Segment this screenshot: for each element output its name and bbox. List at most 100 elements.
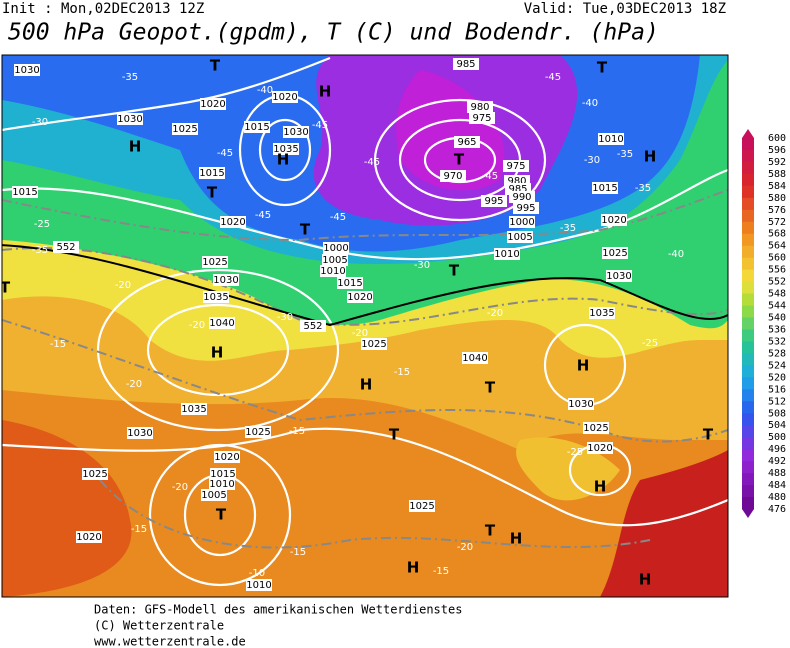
colorbar-label: 552 — [768, 277, 786, 288]
colorbar-segment — [742, 485, 754, 498]
colorbar-arrow-bottom — [742, 509, 754, 518]
isobar-label: 1025 — [245, 427, 270, 438]
isobar-label: 1030 — [14, 65, 39, 76]
isobar-label: 1030 — [568, 399, 593, 410]
colorbar-segment — [742, 197, 754, 211]
isobar-label-box — [409, 500, 435, 512]
colorbar-label: 496 — [768, 444, 786, 455]
pressure-center: H — [129, 138, 142, 156]
isobar-label: 970 — [443, 171, 462, 182]
isobar-label: 1010 — [598, 134, 623, 145]
isobar-label: 1030 — [213, 275, 238, 286]
temperature-label: -15 — [394, 367, 410, 378]
isobar-label: 1010 — [494, 249, 519, 260]
colorbar-segment — [742, 245, 754, 259]
temperature-label: -25 — [642, 338, 658, 349]
isobar-label: 985 — [456, 59, 475, 70]
init-time: Init : Mon,02DEC2013 12Z — [2, 1, 204, 17]
colorbar-label: 564 — [768, 241, 786, 252]
colorbar-segment — [742, 161, 754, 175]
isobar-label-box — [117, 113, 143, 125]
pressure-center: H — [319, 83, 332, 101]
colorbar-label: 580 — [768, 193, 786, 204]
isobar-label-box — [440, 170, 466, 182]
isobar-label-box — [467, 101, 493, 113]
isobar-label: 990 — [512, 192, 531, 203]
region-red-west — [2, 420, 132, 597]
temperature-label: -45 — [330, 212, 346, 223]
isobar-label-box — [273, 143, 299, 155]
isobar-label-box — [509, 191, 535, 203]
region-magenta — [396, 70, 505, 191]
isobar-label-box — [12, 186, 38, 198]
isobar-label-box — [209, 478, 235, 490]
valid-time: Valid: Tue,03DEC2013 18Z — [524, 1, 726, 17]
isobar-label: 1015 — [210, 469, 235, 480]
pressure-center: H — [277, 151, 290, 169]
pressure-center: H — [644, 148, 657, 166]
isobar-label: 1015 — [337, 278, 362, 289]
isobar-label-box — [361, 338, 387, 350]
map-frame — [1, 54, 729, 598]
pressure-center: T — [597, 59, 608, 77]
isobar-label: 1025 — [583, 423, 608, 434]
colorbar-segment — [742, 185, 754, 199]
isobar-label: 985 — [508, 184, 527, 195]
temperature-label: -10 — [249, 568, 265, 579]
temperature-label: -35 — [560, 223, 576, 234]
isobar-label-box — [272, 91, 298, 103]
isobar-label-box — [210, 468, 236, 480]
isobar-label-box — [592, 182, 618, 194]
temperature-label: -40 — [257, 85, 273, 96]
isobar-label: 1015 — [199, 168, 224, 179]
isobar-label-box — [587, 442, 613, 454]
colorbar-segment — [742, 138, 754, 151]
isobar-label: 1025 — [361, 339, 386, 350]
colorbar-label: 520 — [768, 372, 786, 383]
isobar-label: 1020 — [347, 292, 372, 303]
isobar-label: 995 — [484, 196, 503, 207]
colorbar-segment — [742, 317, 754, 330]
colorbar-label: 500 — [768, 432, 786, 443]
temperature-label: -25 — [34, 219, 50, 230]
colorbar-label: 536 — [768, 324, 786, 335]
colorbar-label: 548 — [768, 289, 786, 300]
isobar-label-box — [469, 112, 495, 124]
isobar-label-box — [246, 579, 272, 591]
isobar-label-box — [322, 254, 348, 266]
isobar-label: 1000 — [323, 243, 348, 254]
colorbar-segment — [742, 449, 754, 462]
isobar-label-box — [82, 468, 108, 480]
colorbar-segment — [742, 341, 754, 354]
contour-552 — [2, 244, 728, 327]
isobar-label: 1015 — [12, 187, 37, 198]
isobar-label-box — [244, 121, 270, 133]
pressure-center: H — [577, 357, 590, 375]
isobar-label: 552 — [56, 242, 75, 253]
isobar-label-box — [209, 317, 235, 329]
colorbar-segment — [742, 305, 754, 319]
temperature-label: -40 — [582, 98, 598, 109]
colorbar-label: 592 — [768, 157, 786, 168]
map-title: 500 hPa Geopot.(gpdm), T (C) und Bodendr… — [8, 20, 659, 46]
colorbar-label: 524 — [768, 360, 786, 371]
colorbar-label: 512 — [768, 396, 786, 407]
colorbar-segment — [742, 365, 754, 378]
colorbar-segment — [742, 389, 754, 402]
isobar-label: 1025 — [172, 124, 197, 135]
colorbar-segment — [742, 281, 754, 295]
pressure-center: T — [449, 262, 460, 280]
isobars — [2, 56, 728, 587]
colorbar-label: 484 — [768, 480, 786, 491]
isobar-label: 995 — [516, 203, 535, 214]
colorbar-label: 568 — [768, 229, 786, 240]
colorbar-segment — [742, 401, 754, 414]
isobar-label: 1020 — [272, 92, 297, 103]
pressure-center: H — [407, 559, 420, 577]
isobar-label-box — [53, 241, 79, 253]
colorbar-label: 532 — [768, 336, 786, 347]
pressure-center: T — [703, 426, 714, 444]
temperature-label: -15 — [131, 524, 147, 535]
colorbar-label: 516 — [768, 384, 786, 395]
